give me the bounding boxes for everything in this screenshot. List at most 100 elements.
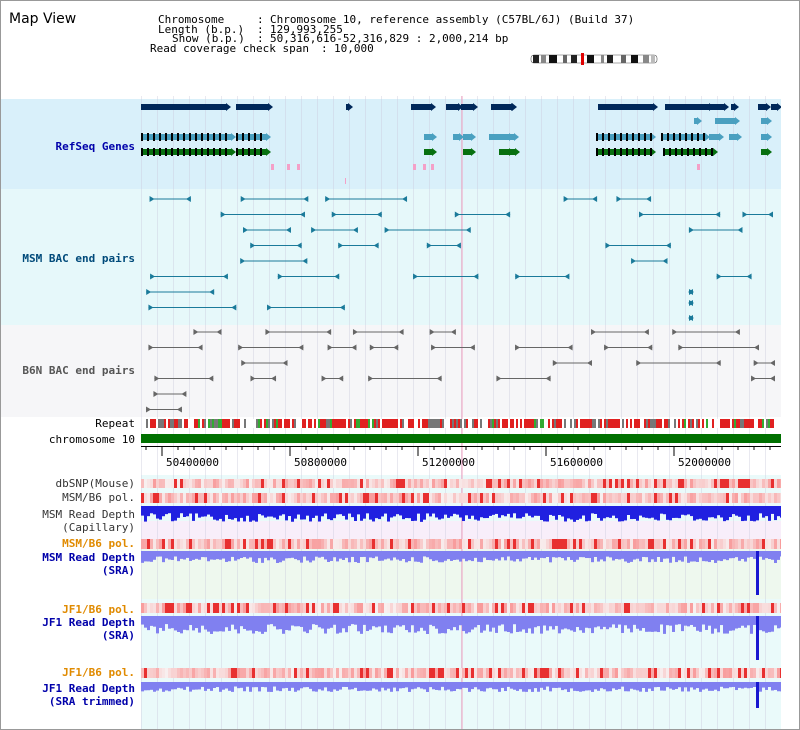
jf1-b6-pol-cell — [216, 603, 219, 613]
msm-depth-sra-bar — [528, 551, 531, 558]
jf1-depth-sra-bar — [681, 616, 684, 632]
b6n-bac-pair-end — [647, 344, 653, 351]
jf1-b6-pol-2-cell — [735, 668, 738, 678]
jf1-depth-sra-bar — [726, 616, 729, 634]
repeat-element — [576, 419, 578, 428]
msm-b6-pol-2-cell — [141, 539, 144, 549]
msm-b6-pol-2-cell — [516, 539, 519, 549]
msm-b6-pol-2-cell — [405, 539, 408, 549]
jf1-b6-pol-2-cell — [669, 668, 672, 678]
msm-depth-sra-bar — [711, 551, 714, 561]
jf1-depth-sra-bar — [318, 616, 321, 628]
chromosome-ideogram[interactable] — [529, 53, 659, 65]
msm-b6-pol-cell — [306, 493, 309, 503]
jf1-b6-pol-2-cell — [618, 668, 621, 678]
dbsnp-cell — [171, 479, 174, 488]
genome-tracks[interactable] — [141, 96, 781, 730]
jf1-depth-trim-bar — [321, 682, 324, 691]
dbsnp-cell — [159, 479, 162, 488]
msm-depth-capillary-bar — [174, 506, 177, 521]
dbsnp-cell — [327, 479, 330, 488]
msm-b6-pol-2-cell — [579, 539, 582, 549]
jf1-depth-trim-bar — [594, 682, 597, 690]
msm-bac-pair-end — [149, 196, 155, 202]
dbsnp-cell — [210, 479, 213, 488]
jf1-depth-sra-bar — [705, 616, 708, 630]
refseq-exon — [248, 148, 250, 156]
jf1-b6-pol-cell — [243, 603, 246, 613]
jf1-b6-pol-cell — [693, 603, 696, 613]
jf1-depth-sra-bar — [621, 616, 624, 633]
refseq-mrna-mark — [345, 178, 346, 184]
jf1-depth-sra-bar — [408, 616, 411, 633]
refseq-exon — [201, 133, 203, 141]
jf1-depth-sra-bar — [180, 616, 183, 634]
msm-b6-pol-2-cell — [198, 539, 201, 549]
msm-b6-pol-cell — [498, 493, 501, 503]
repeat-element — [376, 419, 378, 428]
jf1-depth-trim-bar — [147, 682, 150, 691]
dbsnp-cell — [690, 479, 693, 488]
msm-depth-capillary-bar — [657, 506, 660, 521]
dbsnp-cell — [441, 479, 444, 488]
repeat-element — [590, 419, 592, 428]
msm-b6-pol-2-cell — [345, 539, 348, 549]
jf1-depth-sra-bar — [159, 616, 162, 628]
msm-bac-pair-end — [465, 227, 471, 233]
dbsnp-cell — [264, 479, 267, 488]
msm-depth-sra-bar — [468, 551, 471, 561]
msm-b6-pol-cell — [603, 493, 606, 503]
refseq-exon — [638, 133, 640, 141]
msm-depth-sra-bar — [639, 551, 642, 562]
msm-b6-pol-cell — [711, 493, 714, 503]
jf1-b6-pol-2-cell — [351, 668, 354, 678]
msm-b6-pol-2-cell — [726, 539, 729, 549]
jf1-depth-trim-bar — [363, 682, 366, 691]
msm-depth-sra-bar — [699, 551, 702, 558]
repeat-element — [682, 419, 684, 428]
refseq-gene — [709, 104, 724, 110]
jf1-b6-pol-2-cell — [171, 668, 174, 678]
jf1-b6-pol-2-cell — [345, 668, 348, 678]
repeat-element — [584, 419, 586, 428]
repeat-element — [340, 419, 342, 428]
msm-bac-pair-end — [737, 227, 743, 233]
dbsnp-cell — [501, 479, 504, 488]
msm-b6-pol-2-cell — [342, 539, 345, 549]
msm-bac-pair-end — [231, 304, 237, 311]
msm-b6-pol-2-cell — [591, 539, 594, 549]
repeat-element — [358, 419, 360, 428]
msm-depth-sra-bar — [222, 551, 225, 559]
jf1-depth-sra-bar — [435, 616, 438, 629]
jf1-b6-pol-cell — [480, 603, 483, 613]
msm-depth-capillary-bar — [243, 506, 246, 522]
msm-b6-pol-cell — [309, 493, 312, 503]
jf1-b6-pol-2-cell — [633, 668, 636, 678]
jf1-b6-pol-cell — [489, 603, 492, 613]
jf1-depth-trim-bar — [669, 682, 672, 689]
msm-depth-sra-bar — [396, 551, 399, 560]
msm-depth-sra-bar — [234, 551, 237, 561]
dbsnp-cell — [267, 479, 270, 488]
jf1-b6-pol-2-cell — [750, 668, 753, 678]
msm-bac-pair-end — [240, 196, 246, 202]
repeat-element — [356, 419, 358, 428]
jf1-depth-sra-bar — [717, 616, 720, 633]
jf1-b6-pol-2-cell — [666, 668, 669, 678]
repeat-element — [460, 419, 462, 428]
msm-depth-capillary-bar — [387, 506, 390, 522]
msm-depth-capillary-bar — [327, 506, 330, 520]
jf1-depth-sra-bar — [345, 616, 348, 633]
msm-b6-pol-cell — [159, 493, 162, 503]
msm-depth-capillary-bar — [456, 506, 459, 515]
refseq-exon — [644, 148, 646, 156]
msm-depth-sra-bar — [561, 551, 564, 559]
jf1-depth-trim-bar — [639, 682, 642, 692]
refseq-gene — [236, 149, 266, 155]
msm-b6-pol-cell — [471, 493, 474, 503]
msm-b6-pol-2-cell — [396, 539, 399, 549]
refseq-exon — [679, 133, 681, 141]
jf1-b6-pol-2-cell — [363, 668, 366, 678]
jf1-depth-sra-bar — [735, 616, 738, 629]
msm-depth-sra-bar — [393, 551, 396, 558]
